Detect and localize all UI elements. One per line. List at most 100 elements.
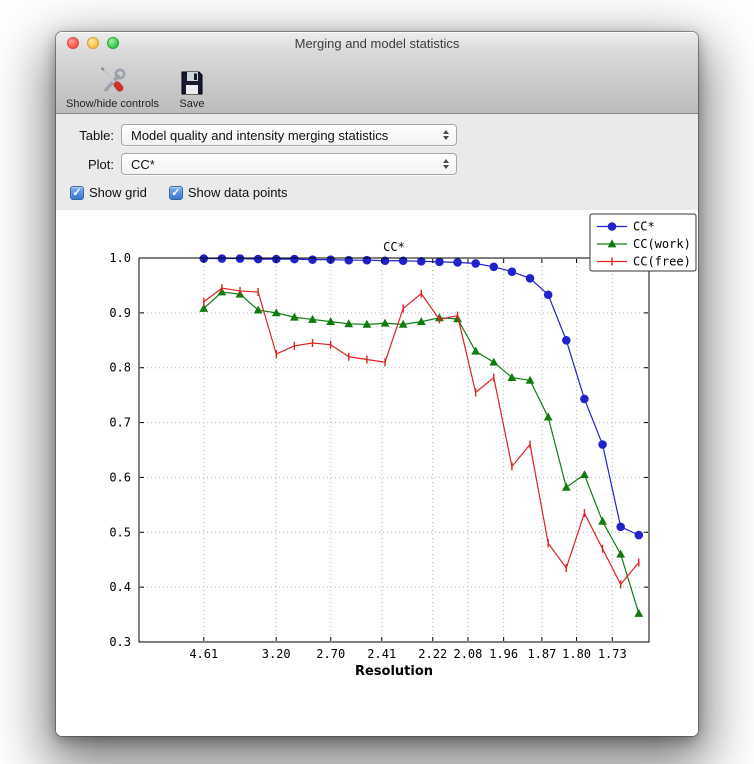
plot-select[interactable]: CC* — [121, 153, 457, 175]
save-button[interactable]: Save — [179, 67, 205, 110]
x-axis-label: Resolution — [355, 664, 433, 679]
data-point — [471, 259, 480, 268]
data-point — [525, 375, 535, 384]
checkbox-checked-icon: ✓ — [70, 185, 84, 200]
x-tick-label: 1.80 — [562, 647, 591, 661]
data-point — [471, 346, 481, 355]
data-point — [344, 319, 354, 328]
traffic-lights — [67, 32, 119, 54]
legend-label: CC(free) — [633, 255, 691, 269]
plot-row: Plot: CC* — [70, 153, 698, 175]
controls-panel: Table: Model quality and intensity mergi… — [56, 114, 698, 210]
chart-legend — [589, 213, 697, 272]
x-tick-label: 3.20 — [262, 647, 291, 661]
x-tick-label: 2.08 — [453, 647, 482, 661]
show-data-points-label: Show data points — [187, 185, 288, 200]
data-point — [616, 549, 626, 558]
data-point — [398, 319, 408, 328]
titlebar[interactable]: Merging and model statistics — [56, 32, 698, 54]
data-point — [217, 254, 227, 263]
data-point — [290, 312, 299, 321]
window-title: Merging and model statistics — [294, 35, 460, 51]
show-data-points-checkbox[interactable]: ✓ Show data points — [168, 185, 288, 200]
floppy-disk-icon — [179, 67, 205, 97]
show-grid-checkbox[interactable]: ✓ Show grid — [70, 185, 147, 200]
chart-title: CC* — [383, 240, 405, 254]
y-tick-label: 0.4 — [109, 580, 131, 594]
data-point — [507, 267, 517, 277]
minimize-window-button[interactable] — [87, 37, 99, 49]
data-point — [489, 262, 499, 272]
legend-label: CC* — [633, 220, 655, 234]
data-point — [362, 319, 372, 328]
y-tick-label: 0.8 — [109, 361, 131, 375]
data-point — [543, 290, 553, 300]
x-tick-label: 2.41 — [367, 647, 396, 661]
checkbox-row: ✓ Show grid ✓ Show data points — [70, 185, 698, 200]
data-point — [561, 335, 571, 345]
data-point — [416, 256, 426, 266]
data-point — [616, 522, 625, 532]
y-tick-label: 1.0 — [109, 251, 131, 265]
data-point — [598, 516, 607, 525]
data-point — [253, 305, 263, 314]
data-point — [326, 317, 336, 326]
zoom-window-button[interactable] — [107, 37, 119, 49]
data-point — [308, 255, 317, 264]
app-window: Merging and model statistics Show/hide c… — [56, 32, 698, 736]
data-point — [380, 318, 390, 327]
statistics-chart: 0.3 0.4 0.5 0.6 0.7 0.8 0.9 1.0 4.61 3.20 2.70 2.41… — [109, 213, 697, 679]
show-hide-controls-button[interactable]: Show/hide controls — [66, 67, 159, 110]
data-point — [453, 258, 462, 267]
y-tick-label: 0.6 — [109, 470, 131, 484]
x-tick-label: 2.70 — [316, 647, 345, 661]
y-tick-label: 0.7 — [109, 416, 131, 430]
show-hide-controls-label: Show/hide controls — [66, 98, 159, 110]
x-tick-label: 1.73 — [598, 647, 627, 661]
data-point — [290, 254, 299, 264]
data-point — [253, 254, 263, 264]
table-label: Table: — [79, 127, 114, 143]
x-tick-label: 1.96 — [489, 647, 518, 661]
popup-arrows-icon — [443, 159, 449, 169]
tools-icon — [95, 67, 129, 97]
plot-background — [139, 258, 649, 642]
x-tick-label: 2.22 — [418, 647, 447, 661]
data-point — [398, 256, 408, 266]
data-point — [598, 440, 607, 449]
y-tick-label: 0.3 — [109, 635, 131, 649]
show-grid-label: Show grid — [89, 185, 147, 200]
data-point — [489, 357, 499, 366]
data-point — [199, 303, 209, 312]
x-tick-label: 4.61 — [189, 647, 218, 661]
y-tick-label: 0.9 — [109, 306, 131, 320]
data-point — [607, 222, 617, 231]
data-point — [580, 394, 589, 404]
table-select-value: Model quality and intensity merging stat… — [131, 127, 389, 143]
save-label: Save — [179, 98, 205, 110]
table-row: Table: Model quality and intensity mergi… — [70, 124, 698, 146]
table-select[interactable]: Model quality and intensity merging stat… — [121, 124, 457, 146]
data-point — [607, 239, 617, 248]
data-point — [507, 372, 517, 381]
x-tick-label: 1.87 — [527, 647, 556, 661]
close-window-button[interactable] — [67, 37, 79, 49]
data-point — [543, 412, 553, 421]
chart-area: 0.3 0.4 0.5 0.6 0.7 0.8 0.9 1.0 4.61 3.20 2.70 2.41… — [56, 210, 698, 736]
data-point — [580, 470, 589, 479]
data-point — [634, 608, 644, 617]
plot-select-value: CC* — [131, 156, 155, 172]
data-point — [416, 317, 426, 326]
data-point — [235, 254, 245, 263]
legend-label: CC(work) — [633, 237, 691, 251]
data-point — [561, 482, 571, 491]
y-tick-label: 0.5 — [109, 525, 131, 539]
checkbox-checked-icon: ✓ — [168, 185, 183, 200]
data-point — [435, 257, 444, 267]
plot-label: Plot: — [87, 156, 114, 172]
plot-frame — [138, 257, 650, 643]
toolbar: Show/hide controls Save — [56, 54, 698, 114]
data-point — [271, 308, 281, 317]
data-point — [525, 273, 535, 283]
data-point — [308, 314, 317, 323]
